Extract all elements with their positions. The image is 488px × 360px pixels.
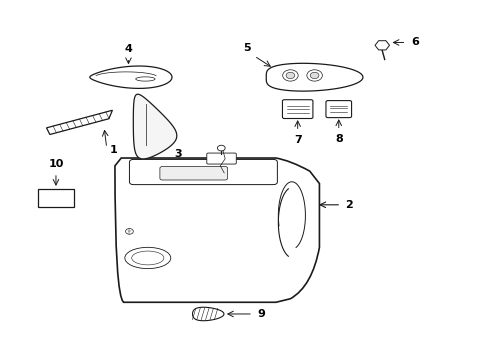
Ellipse shape xyxy=(131,251,163,265)
Polygon shape xyxy=(90,66,172,89)
Text: 10: 10 xyxy=(48,159,63,169)
Text: 2: 2 xyxy=(345,200,352,210)
Text: 1: 1 xyxy=(110,145,118,155)
FancyBboxPatch shape xyxy=(206,153,236,164)
Polygon shape xyxy=(265,63,362,91)
FancyBboxPatch shape xyxy=(38,189,74,207)
FancyBboxPatch shape xyxy=(282,100,312,118)
Text: 4: 4 xyxy=(124,44,132,54)
Ellipse shape xyxy=(124,247,170,269)
Text: 7: 7 xyxy=(293,135,301,145)
Polygon shape xyxy=(374,41,389,50)
Polygon shape xyxy=(133,94,177,159)
Polygon shape xyxy=(46,110,112,135)
Text: 5: 5 xyxy=(243,43,250,53)
Circle shape xyxy=(125,229,133,234)
FancyBboxPatch shape xyxy=(160,167,227,180)
Polygon shape xyxy=(192,307,224,321)
PathPatch shape xyxy=(115,158,319,302)
FancyBboxPatch shape xyxy=(325,100,351,118)
Circle shape xyxy=(285,72,294,78)
Circle shape xyxy=(309,72,318,78)
Text: 9: 9 xyxy=(257,309,265,319)
Text: 8: 8 xyxy=(334,134,342,144)
Circle shape xyxy=(217,145,224,151)
Ellipse shape xyxy=(136,77,155,81)
Circle shape xyxy=(306,70,322,81)
Text: 6: 6 xyxy=(410,37,418,48)
Circle shape xyxy=(282,70,298,81)
Text: 3: 3 xyxy=(174,149,182,159)
FancyBboxPatch shape xyxy=(129,159,277,185)
